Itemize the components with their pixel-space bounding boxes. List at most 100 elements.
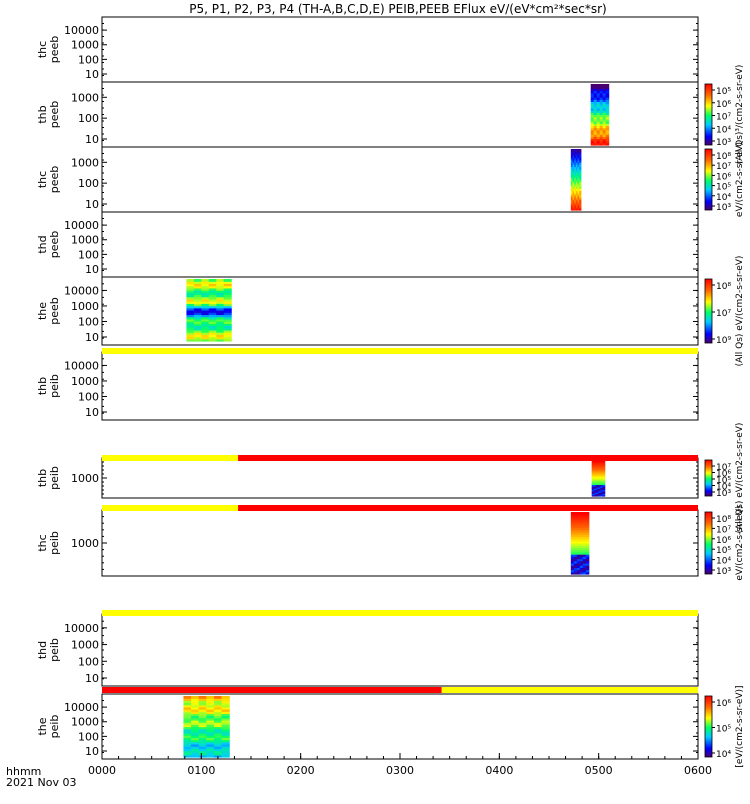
spectrogram-cell: [574, 188, 577, 191]
spectrogram-cell: [602, 465, 606, 468]
spectrogram-cell: [198, 702, 207, 706]
spectrogram-cell: [593, 138, 598, 142]
spectrogram-cell: [585, 556, 590, 560]
spectrogram-cell: [591, 466, 595, 469]
spectrogram-cell: [576, 514, 581, 518]
spectrogram-cell: [602, 470, 606, 473]
spectrogram-cell: [570, 554, 575, 557]
y-tick-label: 100: [78, 177, 99, 190]
spectrogram-cell: [576, 540, 581, 544]
spectrogram-cell: [570, 516, 575, 520]
spectrogram-cell: [572, 175, 575, 178]
spectrogram-cell: [574, 164, 577, 168]
spectrogram-cell: [577, 190, 580, 194]
spectrogram-cell: [596, 494, 599, 497]
spectrogram-cell: [186, 325, 195, 329]
spectrogram-cell: [183, 754, 192, 758]
spectrogram-cell: [573, 569, 578, 573]
spectrogram-cell: [193, 298, 202, 302]
flag-bar: [102, 610, 698, 616]
colorbar-tick-label: 10⁷: [716, 162, 731, 172]
spectrogram-cell: [573, 512, 578, 515]
spectrogram-cell: [213, 719, 223, 723]
spectrogram-cell: [183, 698, 192, 701]
spectrogram-cell: [191, 733, 200, 736]
spectrogram-cell: [572, 192, 575, 196]
spectrogram-cell: [570, 168, 574, 172]
spectrogram-cell: [201, 329, 210, 333]
spectrogram-cell: [593, 462, 597, 465]
spectrogram-cell: [186, 312, 195, 316]
spectrogram-cell: [585, 523, 590, 526]
spectrogram-cell: [577, 159, 580, 163]
spectrogram-cell: [579, 201, 582, 205]
spectrogram-cell: [577, 164, 580, 168]
spectrogram-cell: [575, 159, 579, 163]
spectrogram-cell: [198, 717, 207, 721]
spectrogram-cell: [573, 547, 578, 551]
spectrogram-cell: [596, 479, 599, 482]
spectrogram-cell: [591, 467, 595, 470]
spectrogram-cell: [605, 121, 610, 124]
spectrogram-cell: [216, 334, 225, 338]
spectrogram-cell: [590, 118, 595, 122]
spectrogram-cell: [570, 179, 574, 183]
date-label: 2021 Nov 03: [6, 776, 76, 789]
spectrogram-cell: [598, 494, 601, 497]
spectrogram-cell: [186, 283, 195, 287]
spectrogram-cell: [191, 730, 200, 734]
spectrogram-cell: [198, 709, 207, 712]
spectrogram-cell: [600, 472, 604, 475]
spectrogram-cell: [600, 488, 604, 491]
spectrogram-cell: [600, 469, 604, 471]
spectrogram-cell: [593, 140, 598, 144]
flag-bar: [102, 455, 698, 461]
spectrogram-cell: [576, 571, 581, 575]
spectrogram-cell: [579, 190, 582, 194]
spectrogram-cell: [223, 305, 232, 309]
spectrogram-cell: [216, 310, 225, 313]
spectrogram-cell: [221, 706, 230, 710]
spectrogram-cell: [570, 151, 574, 154]
x-tick-label: 0300: [386, 764, 414, 777]
spectrogram-cell: [575, 168, 579, 172]
spectrogram-cell: [596, 489, 599, 492]
y-tick-label: 1000: [71, 300, 99, 313]
colorbar-tick-label: 10³: [716, 138, 731, 148]
spectrogram-cell: [183, 752, 192, 756]
spectrogram-cell: [579, 534, 584, 537]
spectrogram-cell: [574, 155, 577, 159]
spectrogram-cell: [223, 307, 232, 311]
spectrogram-cell: [573, 551, 578, 555]
spectrogram-cell: [596, 116, 601, 120]
spectrogram-cell: [600, 479, 604, 482]
spectrogram-cell: [579, 514, 584, 518]
spectrogram-cell: [579, 172, 582, 176]
y-tick-label: 10: [85, 263, 99, 276]
spectrogram-cell: [590, 88, 595, 92]
spectrogram-cell: [602, 489, 606, 492]
flag-segment-yellow: [102, 610, 698, 616]
spectrogram-cell: [570, 531, 575, 535]
spectrogram-cell: [208, 336, 217, 340]
spectrogram-cell: [596, 136, 601, 140]
spectrogram-cell: [575, 166, 579, 170]
spectrogram-cell: [198, 698, 207, 701]
spectrogram-cell: [570, 153, 574, 157]
spectrogram-cell: [585, 525, 590, 529]
spectrogram-cell: [198, 713, 207, 717]
spectrogram-cell: [593, 493, 597, 496]
spectrogram-cell: [575, 162, 579, 165]
spectrogram-cell: [579, 194, 582, 198]
colorbar: [704, 148, 713, 211]
colorbar-tick-label: 10⁷: [716, 113, 731, 123]
colorbar-tick-label: 10⁷: [716, 525, 731, 535]
spectrogram-cell: [221, 709, 230, 712]
spectrogram-cell: [582, 545, 587, 549]
spectrogram-cell: [582, 523, 587, 526]
spectrogram-cell: [206, 733, 215, 736]
flag-bar: [102, 348, 698, 354]
spectrogram-cell: [221, 726, 230, 730]
